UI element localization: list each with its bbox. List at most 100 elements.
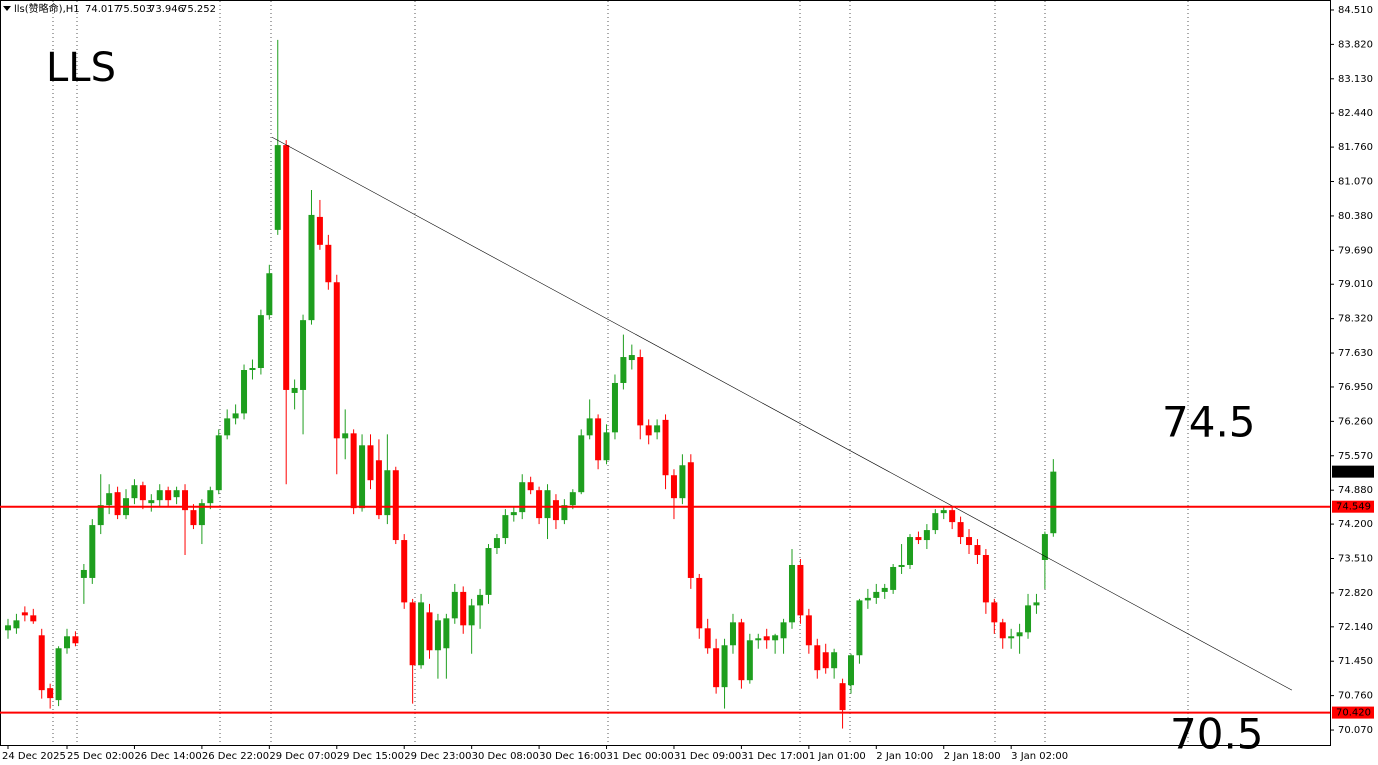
y-tick-label: 70.070 <box>1338 725 1373 736</box>
price-tag-label: 74.549 <box>1336 502 1371 513</box>
candle-body <box>603 432 610 461</box>
candle-body <box>907 537 914 565</box>
y-tick-label: 75.570 <box>1338 451 1373 462</box>
annotation: 70.5 <box>1170 710 1264 759</box>
trendline <box>271 136 1293 691</box>
x-tick-label: 30 Dec 16:00 <box>539 751 606 762</box>
candle-body <box>949 510 956 523</box>
x-tick-label: 26 Dec 14:00 <box>134 751 201 762</box>
candle-body <box>552 500 559 521</box>
y-tick-label: 83.130 <box>1338 74 1373 85</box>
candle-body <box>1025 605 1032 633</box>
candle-body <box>64 636 71 649</box>
candle-body <box>856 600 863 656</box>
y-tick-label: 79.690 <box>1338 245 1373 256</box>
candle-body <box>13 620 20 629</box>
y-tick-label: 79.010 <box>1338 279 1373 290</box>
candle-body <box>923 530 930 541</box>
x-tick-label: 26 Dec 22:00 <box>202 751 269 762</box>
candle-body <box>30 615 37 622</box>
candle-body <box>89 525 96 578</box>
candle-body <box>21 612 28 616</box>
candle-body <box>679 465 686 499</box>
candle-body <box>224 418 231 436</box>
x-tick-label: 24 Dec 2025 <box>2 751 66 762</box>
candle-body <box>274 145 281 230</box>
candle-body <box>367 445 374 481</box>
candle-body <box>839 683 846 711</box>
candle-body <box>848 655 854 686</box>
candle-body <box>544 490 551 519</box>
y-tick-label: 72.820 <box>1338 588 1373 599</box>
y-tick-label: 78.320 <box>1338 314 1373 325</box>
candle-body <box>805 615 812 646</box>
candle-body <box>569 492 576 506</box>
candle-body <box>139 485 146 501</box>
candle-body <box>401 540 408 603</box>
candle-body <box>300 320 307 390</box>
menu-triangle[interactable] <box>3 6 11 11</box>
candle-body <box>957 522 964 538</box>
candle-body <box>729 622 736 646</box>
candle-body <box>291 387 298 393</box>
candle-body <box>620 357 627 383</box>
candle-body <box>763 636 770 641</box>
candle-body <box>477 594 484 606</box>
header-low: 73.946 <box>149 4 184 15</box>
candle-body <box>772 635 779 641</box>
candle-body <box>207 490 214 504</box>
plot-frame <box>0 0 1331 746</box>
x-tick-label: 29 Dec 23:00 <box>404 751 471 762</box>
candle-body <box>890 566 897 590</box>
y-tick-label: 76.260 <box>1338 416 1373 427</box>
candle-body <box>173 490 180 498</box>
y-tick-label: 83.820 <box>1338 39 1373 50</box>
candle-body <box>721 645 728 688</box>
x-tick-label: 29 Dec 07:00 <box>269 751 336 762</box>
candle-body <box>308 214 315 321</box>
candle-body <box>1016 632 1023 637</box>
candle-body <box>991 602 998 623</box>
candle-body <box>266 273 273 316</box>
candle-body <box>831 652 838 669</box>
x-tick-label: 31 Dec 00:00 <box>607 751 674 762</box>
candle-body <box>814 645 821 671</box>
candle-body <box>333 282 340 439</box>
x-tick-label: 3 Jan 02:00 <box>1011 751 1068 762</box>
candle-body <box>434 620 441 651</box>
y-tick-label: 77.630 <box>1338 348 1373 359</box>
y-tick-label: 82.440 <box>1338 108 1373 119</box>
candle-body <box>426 612 433 651</box>
y-tick-label: 74.200 <box>1338 519 1373 530</box>
y-tick-label: 71.450 <box>1338 656 1373 667</box>
candle-body <box>131 485 138 499</box>
candle-body <box>1033 602 1040 606</box>
y-tick-label: 73.510 <box>1338 554 1373 565</box>
candle-body <box>392 470 399 541</box>
x-tick-label: 31 Dec 09:00 <box>674 751 741 762</box>
candle-body <box>182 490 189 511</box>
candle-body <box>982 555 989 603</box>
candle-body <box>114 492 121 516</box>
candle-body <box>257 315 264 369</box>
y-tick-label: 72.140 <box>1338 622 1373 633</box>
y-tick-label: 70.760 <box>1338 691 1373 702</box>
candle-body <box>190 510 197 526</box>
candle-body <box>864 597 871 601</box>
candle-body <box>418 602 425 666</box>
y-tick-label: 84.510 <box>1338 5 1373 16</box>
candle-body <box>460 591 467 626</box>
candle-body <box>55 648 62 701</box>
candle-body <box>198 503 205 526</box>
candle-body <box>662 419 669 476</box>
candle-body <box>578 435 585 493</box>
candle-body <box>468 605 475 626</box>
candle-body <box>384 470 391 516</box>
candle-body <box>148 500 155 504</box>
x-tick-label: 25 Dec 02:00 <box>67 751 134 762</box>
candle-body <box>72 636 79 644</box>
candle-body <box>283 145 290 390</box>
candle-body <box>637 357 644 426</box>
